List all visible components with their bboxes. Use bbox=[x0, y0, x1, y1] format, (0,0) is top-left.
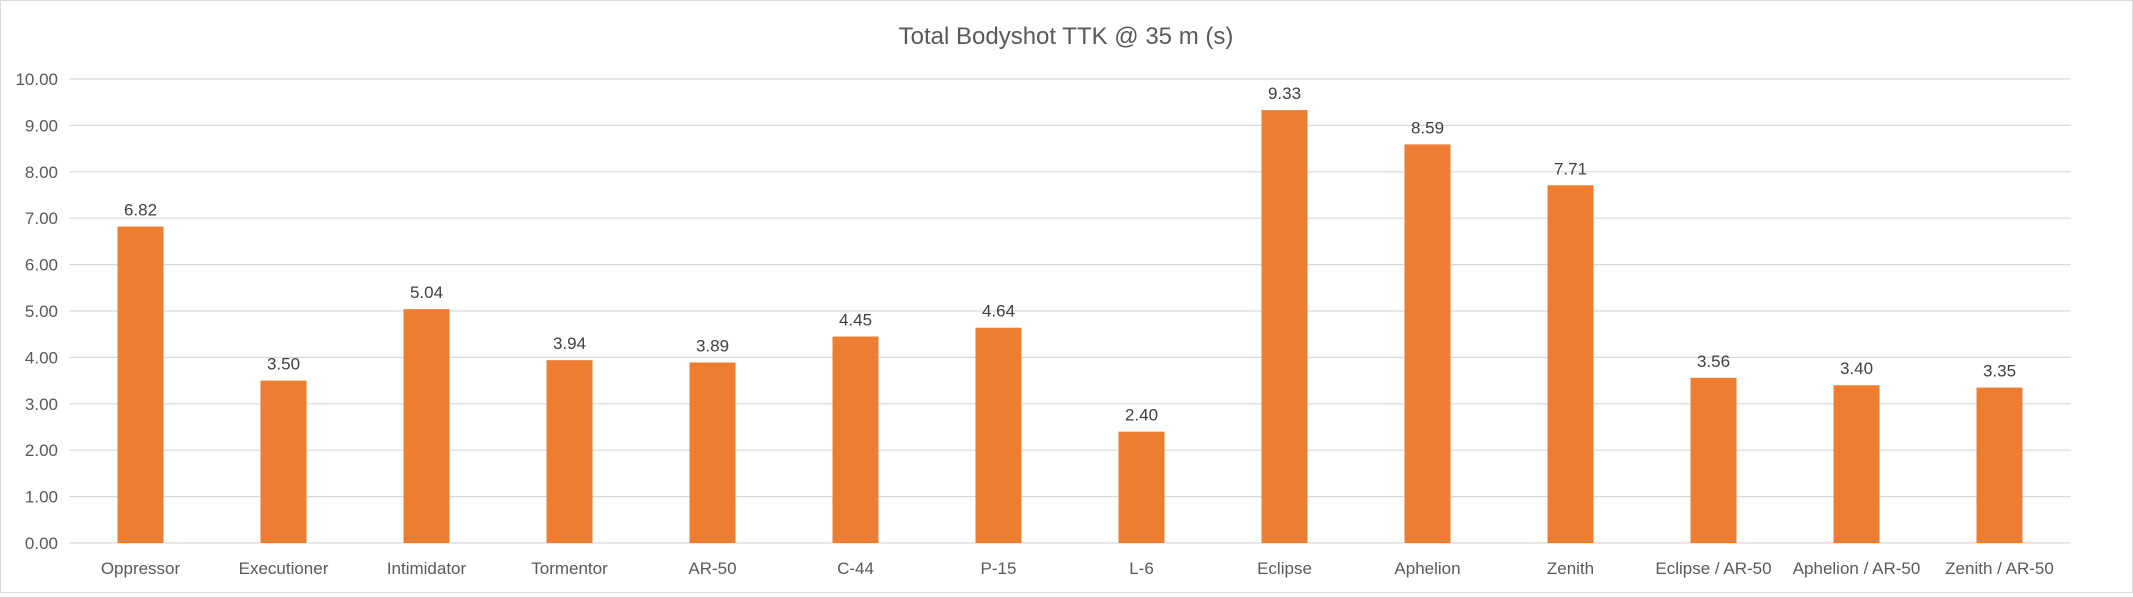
bar bbox=[1690, 377, 1737, 543]
x-tick-label: Aphelion / AR-50 bbox=[1793, 559, 1921, 578]
data-label: 6.82 bbox=[124, 201, 157, 220]
data-label: 8.59 bbox=[1411, 118, 1444, 137]
gridlines bbox=[69, 78, 2071, 544]
x-tick-label: Zenith / AR-50 bbox=[1945, 559, 2054, 578]
x-tick-label: Zenith bbox=[1547, 559, 1594, 578]
y-tick-label: 1.00 bbox=[25, 488, 58, 507]
y-axis: 0.00 1.00 2.00 3.00 4.00 5.00 6.00 7.00 8.00 9.00… bbox=[15, 70, 58, 553]
bar bbox=[975, 327, 1022, 543]
x-tick-label: Aphelion bbox=[1394, 559, 1460, 578]
bar bbox=[260, 380, 307, 543]
y-tick-label: 3.00 bbox=[25, 395, 58, 414]
data-label: 3.94 bbox=[553, 334, 586, 353]
y-tick-label: 4.00 bbox=[25, 348, 58, 367]
x-axis: Oppressor Executioner Intimidator Tormentor… bbox=[101, 559, 2054, 578]
x-tick-label: Tormentor bbox=[531, 559, 608, 578]
y-tick-label: 5.00 bbox=[25, 302, 58, 321]
data-label: 5.04 bbox=[410, 283, 443, 302]
x-tick-label: Eclipse / AR-50 bbox=[1655, 559, 1771, 578]
x-tick-label: Eclipse bbox=[1257, 559, 1312, 578]
data-label: 9.33 bbox=[1268, 84, 1301, 103]
bar bbox=[1976, 387, 2023, 543]
bar bbox=[1118, 431, 1165, 543]
y-tick-label: 8.00 bbox=[25, 163, 58, 182]
x-tick-label: C-44 bbox=[837, 559, 874, 578]
x-tick-label: Intimidator bbox=[387, 559, 467, 578]
bar bbox=[1833, 385, 1880, 543]
x-tick-label: Oppressor bbox=[101, 559, 181, 578]
data-label: 3.56 bbox=[1697, 352, 1730, 371]
data-label: 3.40 bbox=[1840, 359, 1873, 378]
bar bbox=[689, 362, 736, 543]
data-labels: 6.82 3.50 5.04 3.94 3.89 4.45 4.64 2.40 9.33 8.59… bbox=[124, 84, 2016, 425]
y-tick-label: 10.00 bbox=[15, 70, 58, 89]
bar bbox=[117, 226, 164, 543]
bar bbox=[403, 309, 450, 543]
y-tick-label: 6.00 bbox=[25, 256, 58, 275]
chart-title: Total Bodyshot TTK @ 35 m (s) bbox=[899, 23, 1234, 50]
bar-series bbox=[117, 110, 2023, 544]
x-tick-label: L-6 bbox=[1129, 559, 1154, 578]
y-tick-label: 9.00 bbox=[25, 116, 58, 135]
data-label: 2.40 bbox=[1125, 406, 1158, 425]
bar bbox=[1261, 110, 1308, 543]
y-tick-label: 0.00 bbox=[25, 534, 58, 553]
data-label: 3.89 bbox=[696, 337, 729, 356]
data-label: 3.35 bbox=[1983, 362, 2016, 381]
x-tick-label: P-15 bbox=[981, 559, 1017, 578]
y-tick-label: 2.00 bbox=[25, 441, 58, 460]
bar bbox=[546, 360, 593, 543]
data-label: 7.71 bbox=[1554, 159, 1587, 178]
x-tick-label: Executioner bbox=[239, 559, 329, 578]
bar bbox=[1547, 185, 1594, 544]
bar bbox=[1404, 144, 1451, 543]
data-label: 4.64 bbox=[982, 302, 1015, 321]
bar bbox=[832, 336, 879, 543]
x-tick-label: AR-50 bbox=[688, 559, 736, 578]
y-tick-label: 7.00 bbox=[25, 209, 58, 228]
data-label: 4.45 bbox=[839, 311, 872, 330]
data-label: 3.50 bbox=[267, 355, 300, 374]
